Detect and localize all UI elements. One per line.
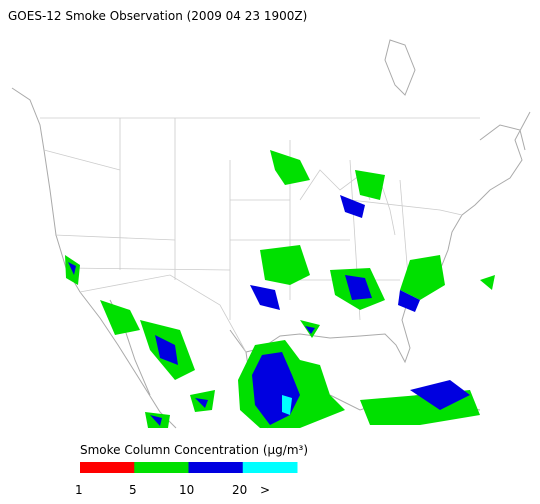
color-swatch xyxy=(134,462,189,473)
tick-label: 10 xyxy=(179,483,194,497)
tick-label: 1 xyxy=(75,483,83,497)
tick-label: > xyxy=(260,483,270,497)
color-swatch xyxy=(188,462,244,473)
smoke xyxy=(65,150,495,428)
tick-label: 5 xyxy=(129,483,137,497)
legend-title: Smoke Column Concentration (μg/m³) xyxy=(80,443,308,457)
color-swatch xyxy=(80,462,135,473)
map-title: GOES-12 Smoke Observation (2009 04 23 19… xyxy=(8,9,307,23)
color-swatch xyxy=(242,462,298,473)
tick-label: 20 xyxy=(232,483,247,497)
